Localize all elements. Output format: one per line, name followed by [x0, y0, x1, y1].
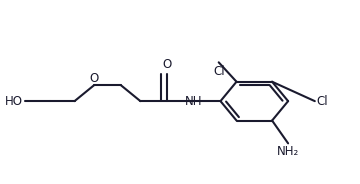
Text: Cl: Cl: [213, 65, 225, 78]
Text: O: O: [90, 72, 99, 85]
Text: HO: HO: [5, 95, 23, 108]
Text: O: O: [162, 59, 172, 71]
Text: Cl: Cl: [316, 95, 328, 108]
Text: NH: NH: [185, 95, 203, 108]
Text: NH₂: NH₂: [277, 144, 299, 158]
